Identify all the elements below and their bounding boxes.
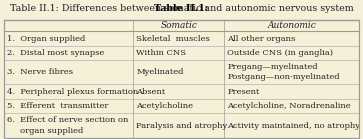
Text: Activity maintained, no atrophy: Activity maintained, no atrophy	[227, 121, 360, 130]
Text: Table II.1:: Table II.1:	[154, 4, 209, 13]
Text: Present: Present	[227, 88, 260, 96]
Text: Paralysis and atrophy: Paralysis and atrophy	[136, 121, 228, 130]
Text: 4.  Peripheral plexus formation: 4. Peripheral plexus formation	[7, 88, 138, 96]
Text: 6.  Effect of nerve section on
     organ supplied: 6. Effect of nerve section on organ supp…	[7, 116, 128, 135]
Text: 2.  Distal most synapse: 2. Distal most synapse	[7, 49, 104, 57]
Text: Skeletal  muscles: Skeletal muscles	[136, 35, 210, 43]
Text: All other organs: All other organs	[227, 35, 295, 43]
Text: Pregang—myelinated
Postgang—non-myelinated: Pregang—myelinated Postgang—non-myelinat…	[227, 63, 340, 81]
Text: 3.  Nerve fibres: 3. Nerve fibres	[7, 68, 73, 76]
Text: Acetylcholine: Acetylcholine	[136, 102, 193, 110]
Text: Outside CNS (in ganglia): Outside CNS (in ganglia)	[227, 49, 333, 57]
Text: Within CNS: Within CNS	[136, 49, 187, 57]
Text: Table II.1: Differences between somatic and autonomic nervous system: Table II.1: Differences between somatic …	[10, 4, 353, 13]
Text: Somatic: Somatic	[160, 21, 197, 30]
Bar	[4, 20, 359, 138]
Text: Myelinated: Myelinated	[136, 68, 184, 76]
Text: Absent: Absent	[136, 88, 166, 96]
Text: 1.  Organ supplied: 1. Organ supplied	[7, 35, 85, 43]
Bar	[4, 20, 359, 138]
Text: 5.  Efferent  transmitter: 5. Efferent transmitter	[7, 102, 108, 110]
Text: Acetylcholine, Noradrenaline: Acetylcholine, Noradrenaline	[227, 102, 351, 110]
Text: Autonomic: Autonomic	[268, 21, 316, 30]
